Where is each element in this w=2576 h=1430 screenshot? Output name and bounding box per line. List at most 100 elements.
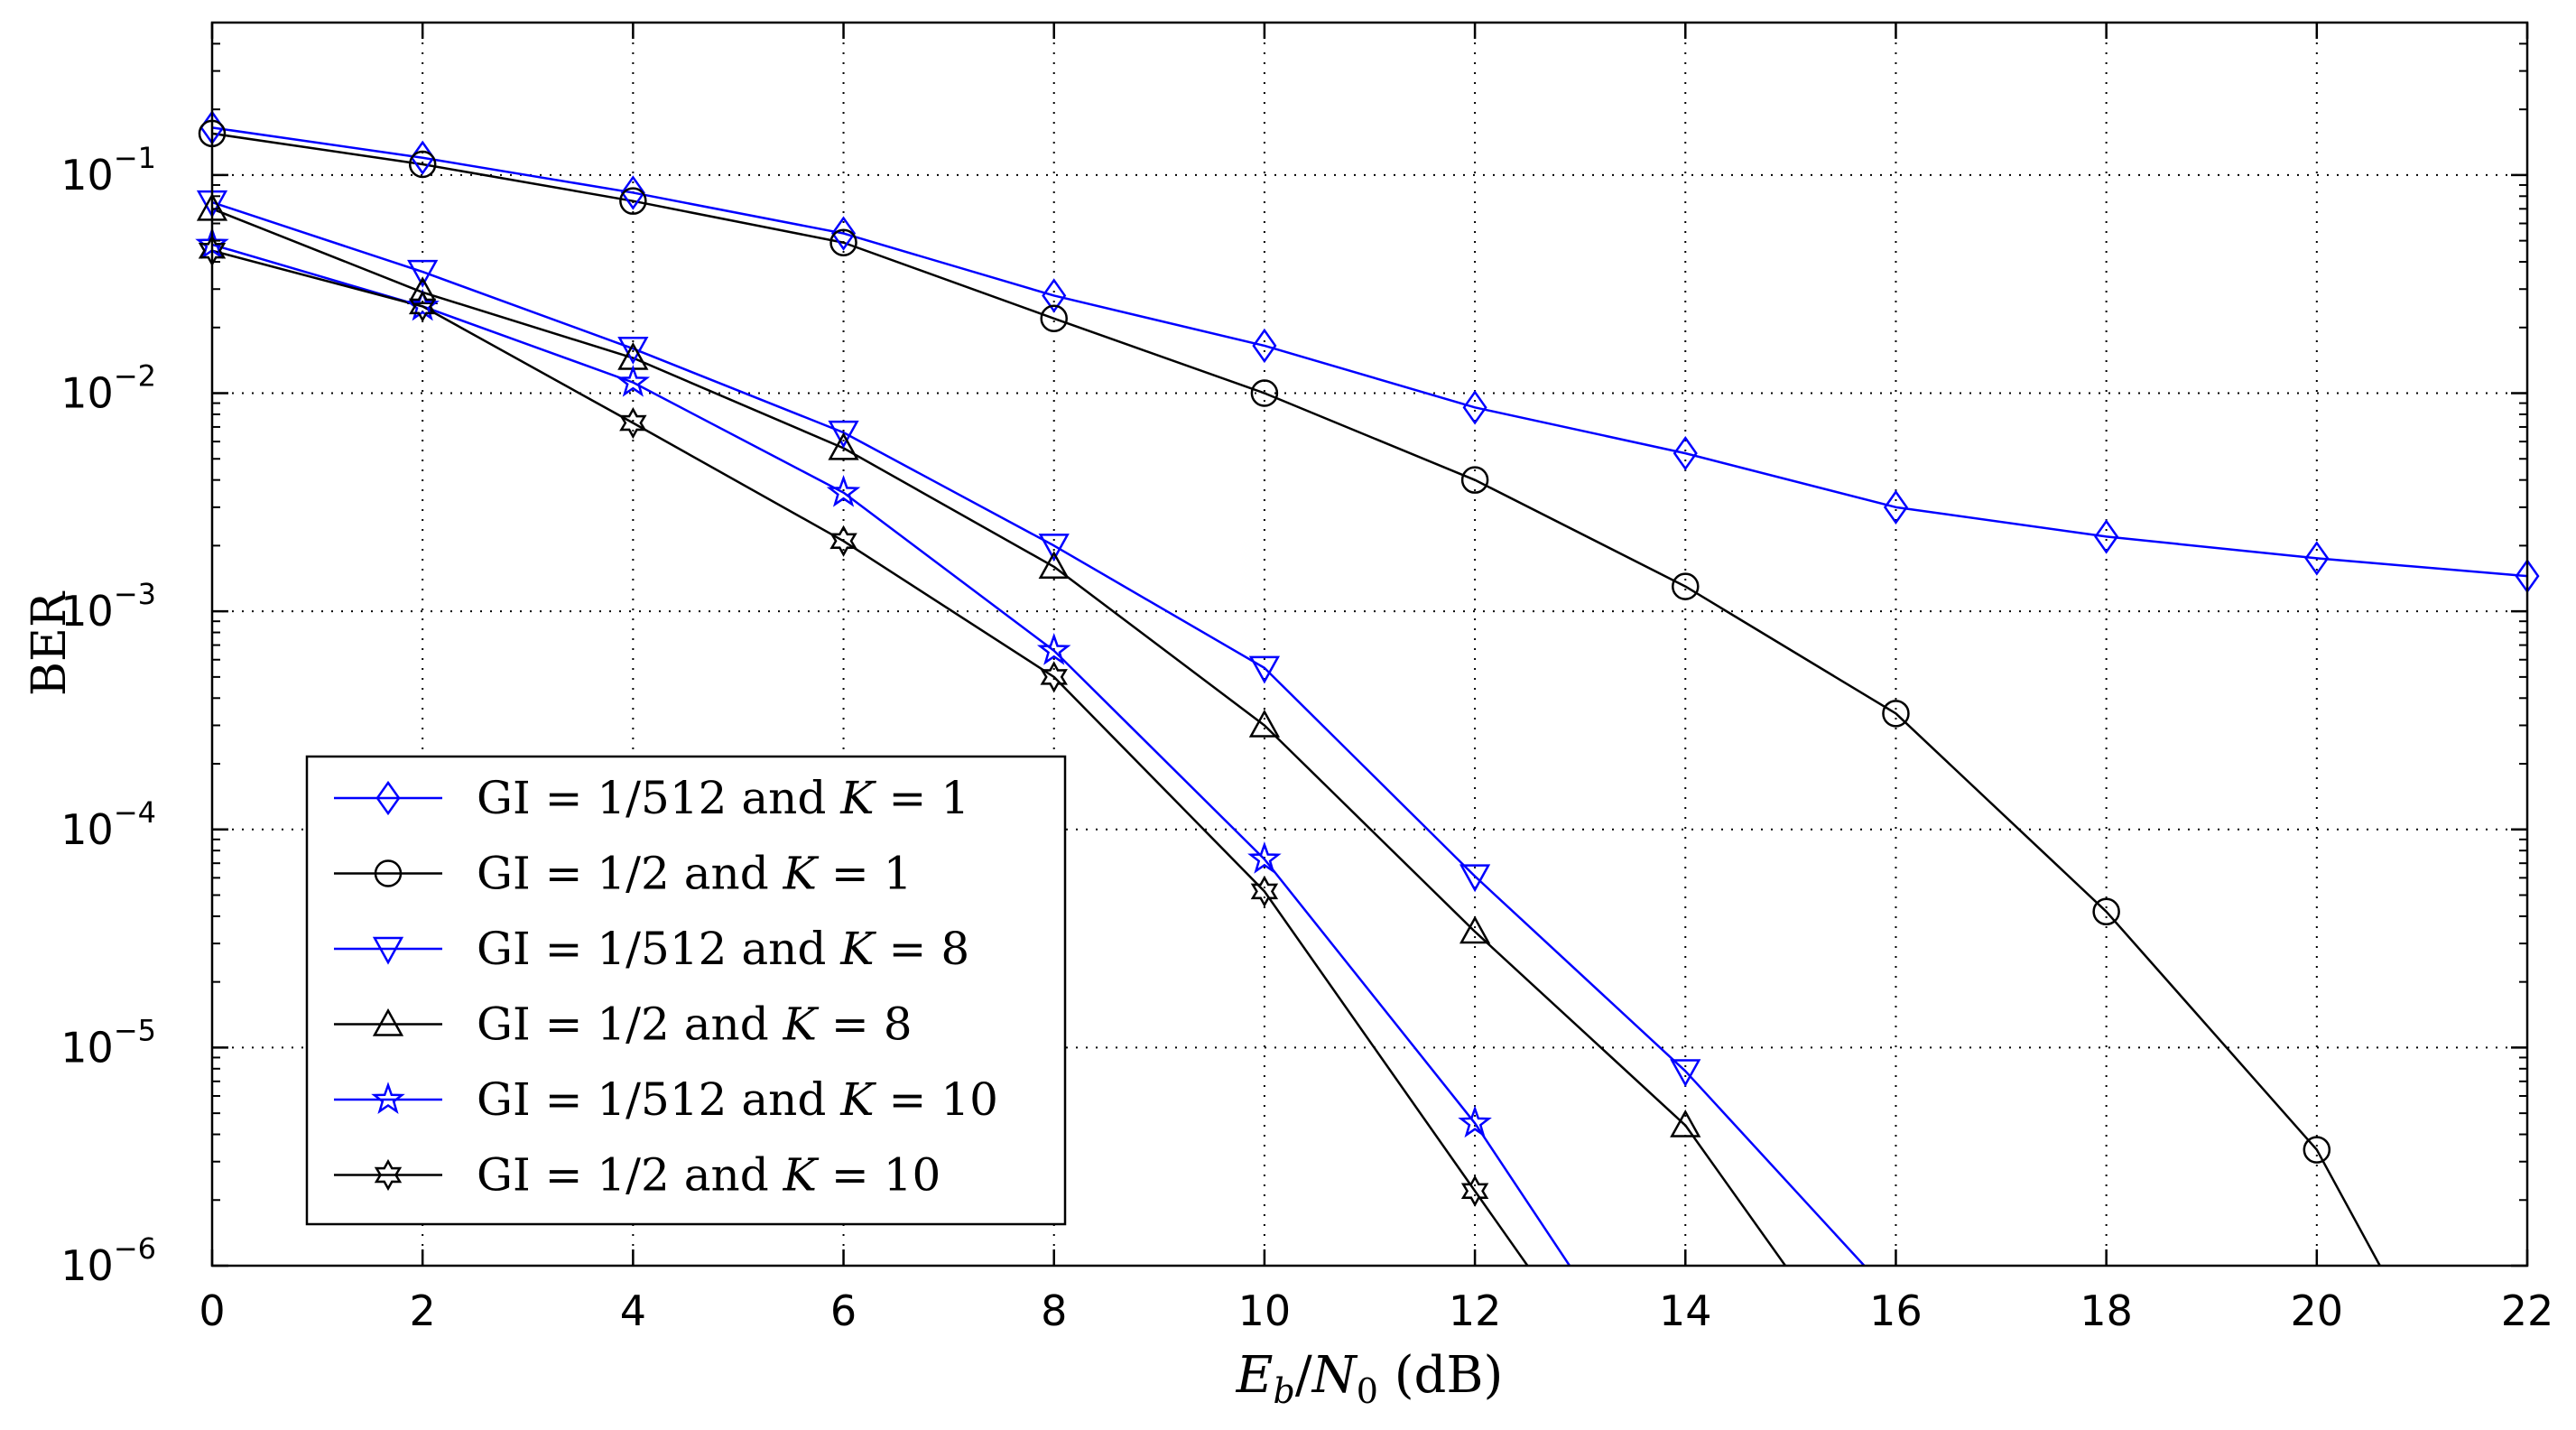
x-tick-label: 18 <box>2080 1286 2133 1335</box>
series-1-point <box>1673 435 1698 471</box>
series-2-point <box>2303 1136 2331 1164</box>
legend-label: GI = 1/2 and K = 10 <box>477 1149 941 1202</box>
series-1-point <box>831 216 857 251</box>
y-tick-labels: 10−6 10−5 10−4 10−3 10−2 10−1 <box>60 141 156 1290</box>
legend-box <box>305 755 1067 1226</box>
series-2-point <box>1040 304 1068 333</box>
plot-frame <box>210 21 2529 1268</box>
y-axis-label: BER <box>23 590 77 696</box>
legend-entries: GI = 1/512 and K = 1 GI = 1/2 and K = 1 GI… <box>334 772 998 1202</box>
series-1-point <box>1462 390 1487 425</box>
legend-marker <box>375 780 401 816</box>
series-5-point <box>1036 632 1071 665</box>
legend-marker <box>374 1158 403 1192</box>
series-3-point <box>1038 534 1070 562</box>
x-label-b: b <box>1274 1371 1295 1411</box>
legend-entry: GI = 1/512 and K = 10 <box>334 1073 998 1126</box>
series-line-3 <box>211 200 1866 1267</box>
series-4-point <box>1670 1109 1701 1138</box>
x-tick-label: 10 <box>1238 1286 1292 1335</box>
x-tick-label: 22 <box>2501 1286 2554 1335</box>
y-tick-label: 10−3 <box>60 577 156 636</box>
legend-entry: GI = 1/2 and K = 10 <box>334 1149 941 1202</box>
series-line-1 <box>211 126 2528 578</box>
legend-label: GI = 1/2 and K = 1 <box>477 848 913 900</box>
series-4-point <box>1248 709 1281 738</box>
x-label-e: E <box>1236 1346 1274 1405</box>
series-2-point <box>1672 572 1700 600</box>
series-1-point <box>2304 541 2330 576</box>
x-tick-label: 4 <box>620 1286 646 1335</box>
series-5-point <box>616 364 651 397</box>
series-lines <box>211 126 2528 1267</box>
series-6-point <box>1460 1175 1489 1207</box>
series-6-point <box>829 525 857 557</box>
x-label-zero: 0 <box>1357 1371 1378 1411</box>
x-tick-label: 16 <box>1869 1286 1923 1335</box>
series-line-6 <box>211 249 1529 1267</box>
series-5-point <box>1458 1105 1492 1138</box>
y-tick-label: 10−1 <box>60 141 156 200</box>
series-line-2 <box>211 132 2381 1267</box>
legend-entry: GI = 1/2 and K = 8 <box>334 998 913 1051</box>
y-tick-label: 10−2 <box>60 359 156 418</box>
legend: GI = 1/512 and K = 1 GI = 1/2 and K = 1 GI… <box>305 755 1067 1226</box>
x-tick-labels: 0 2 4 6 8 10 12 14 16 18 20 22 <box>199 1286 2553 1335</box>
x-tick-label: 6 <box>830 1286 857 1335</box>
series-6-point <box>619 406 647 440</box>
series-2-point <box>1250 379 1279 407</box>
series-5-point <box>826 474 861 507</box>
series-2-point <box>829 228 857 256</box>
x-tick-label: 20 <box>2291 1286 2344 1335</box>
series-3-point <box>828 420 859 449</box>
series-2-point <box>619 187 647 215</box>
series-2-point <box>1460 466 1489 494</box>
legend-label: GI = 1/512 and K = 1 <box>477 772 969 824</box>
legend-label: GI = 1/2 and K = 8 <box>477 998 913 1051</box>
series-line-4 <box>211 208 1787 1267</box>
legend-marker <box>374 859 403 887</box>
series-4-point <box>407 276 439 305</box>
series-5-point <box>1247 841 1282 874</box>
series-line-5 <box>211 243 1571 1267</box>
series-6-point <box>408 290 437 322</box>
series-3-point <box>407 259 439 288</box>
legend-marker <box>372 1008 404 1036</box>
series-1-point <box>1042 278 1067 313</box>
legend-marker <box>372 936 404 965</box>
x-tick-label: 14 <box>1659 1286 1712 1335</box>
series-2-point <box>408 150 437 179</box>
series-3-point <box>1459 864 1491 893</box>
series-3-point <box>1670 1059 1701 1088</box>
legend-entry: GI = 1/512 and K = 8 <box>334 923 969 975</box>
x-tick-label: 8 <box>1041 1286 1067 1335</box>
legend-marker <box>371 1082 405 1114</box>
legend-entry: GI = 1/512 and K = 1 <box>334 772 969 824</box>
series-4-point <box>1038 551 1070 580</box>
x-label-unit: (dB) <box>1378 1346 1504 1405</box>
series-1-point <box>2094 519 2119 554</box>
x-tick-label: 0 <box>199 1286 225 1335</box>
series-1-point <box>1883 489 1908 525</box>
series-3-point <box>1248 655 1281 684</box>
x-axis-label: Eb/N0 (dB) <box>1236 1346 1504 1411</box>
y-tick-label: 10−6 <box>60 1231 156 1290</box>
y-tick-label: 10−4 <box>60 795 156 854</box>
legend-label: GI = 1/512 and K = 8 <box>477 923 969 975</box>
series-6-point <box>1250 875 1279 907</box>
x-tick-label: 2 <box>410 1286 436 1335</box>
y-tick-label: 10−5 <box>60 1013 156 1072</box>
series-6-point <box>1040 661 1068 693</box>
series-1-point <box>1252 328 1277 364</box>
series-1-point <box>620 175 645 210</box>
series-2-point <box>1882 700 1910 728</box>
series-3-point <box>617 336 649 365</box>
series-markers <box>195 110 2540 1207</box>
axis-ticks <box>210 22 2529 1268</box>
x-tick-label: 12 <box>1449 1286 1502 1335</box>
x-label-n: N <box>1311 1346 1358 1405</box>
series-4-point <box>828 432 859 460</box>
legend-entry: GI = 1/2 and K = 1 <box>334 848 913 900</box>
series-4-point <box>1459 915 1491 944</box>
